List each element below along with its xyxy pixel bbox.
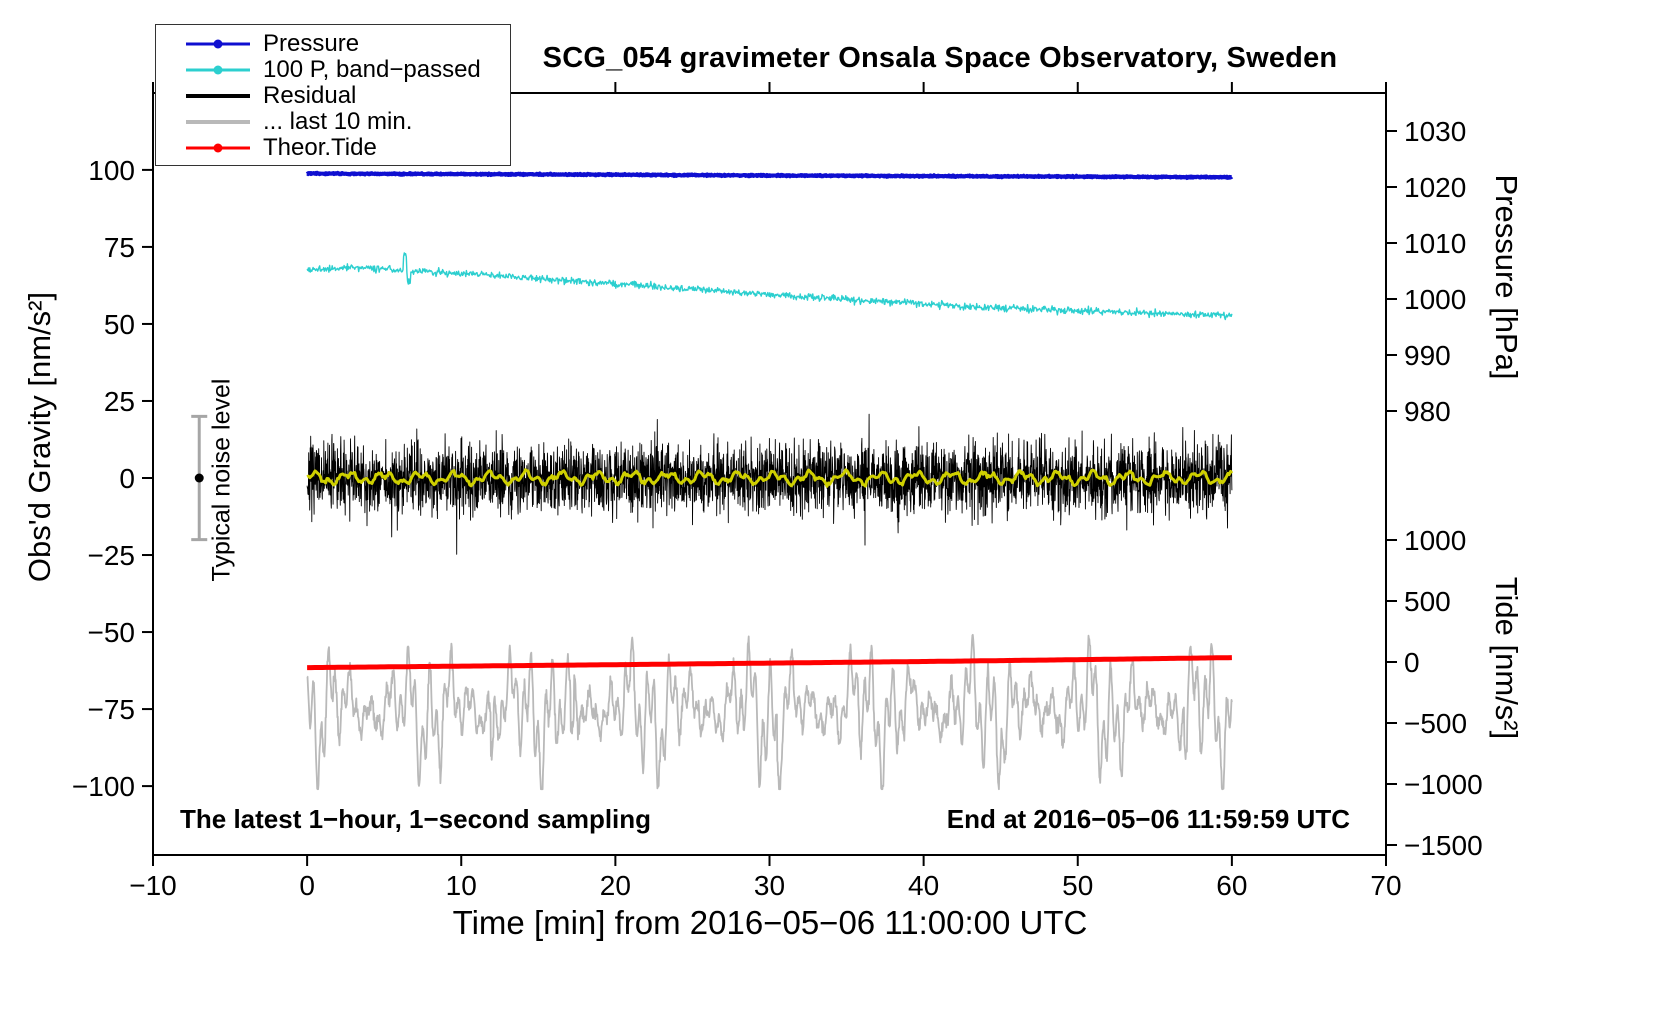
tide-tick-label: −1500 bbox=[1404, 830, 1483, 861]
legend-label-band-passed: 100 P, band−passed bbox=[263, 56, 481, 83]
noise-center-dot bbox=[194, 473, 204, 483]
series-band-passed bbox=[306, 252, 1233, 321]
x-tick-label: 60 bbox=[1216, 870, 1247, 901]
x-tick-label: 50 bbox=[1062, 870, 1093, 901]
y-left-tick-label: −50 bbox=[88, 617, 136, 648]
pressure-tick-label: 1030 bbox=[1404, 116, 1466, 147]
x-tick-label: 0 bbox=[299, 870, 315, 901]
annotation-sampling: The latest 1−hour, 1−second sampling bbox=[180, 804, 652, 834]
y-axis-label-pressure: Pressure [hPa] bbox=[1489, 174, 1524, 380]
noise-level-label: Typical noise level bbox=[207, 378, 236, 582]
legend-item-theor-tide: Theor.Tide bbox=[186, 134, 510, 161]
pressure-tick-label: 1000 bbox=[1404, 284, 1466, 315]
x-tick-label: 30 bbox=[754, 870, 785, 901]
legend-sample-pressure-line-icon bbox=[186, 37, 250, 51]
series-theor-tide bbox=[307, 655, 1232, 671]
x-tick-label: 10 bbox=[446, 870, 477, 901]
pressure-tick-label: 980 bbox=[1404, 396, 1451, 427]
x-tick-label: 40 bbox=[908, 870, 939, 901]
pressure-tick-label: 990 bbox=[1404, 340, 1451, 371]
annotation-end-time: End at 2016−05−06 11:59:59 UTC bbox=[946, 804, 1350, 834]
tide-tick-label: 1000 bbox=[1404, 525, 1466, 556]
series-pressure bbox=[305, 170, 1234, 180]
pressure-tick-label: 1020 bbox=[1404, 172, 1466, 203]
tide-tick-label: −1000 bbox=[1404, 769, 1483, 800]
tide-tick-label: 0 bbox=[1404, 647, 1420, 678]
legend-item-residual: Residual bbox=[186, 82, 510, 109]
legend-label-last10: ... last 10 min. bbox=[263, 108, 413, 135]
legend-sample-residual-line-icon bbox=[186, 89, 250, 103]
legend-label-pressure: Pressure bbox=[263, 30, 360, 57]
y-left-tick-label: 0 bbox=[119, 463, 135, 494]
y-left-tick-label: 75 bbox=[104, 232, 135, 263]
x-axis-label: Time [min] from 2016−05−06 11:00:00 UTC bbox=[452, 904, 1088, 941]
series-residual-smooth bbox=[306, 468, 1234, 488]
legend-item-pressure: Pressure bbox=[186, 30, 510, 57]
legend-label-residual: Residual bbox=[263, 82, 357, 109]
legend-item-last10: ... last 10 min. bbox=[186, 108, 510, 135]
legend-item-band-passed: 100 P, band−passed bbox=[186, 56, 510, 83]
y-left-tick-label: −75 bbox=[88, 694, 136, 725]
legend-label-theor-tide: Theor.Tide bbox=[263, 134, 377, 161]
legend-sample-last10-line-icon bbox=[186, 115, 250, 129]
x-tick-label: −10 bbox=[129, 870, 177, 901]
tide-tick-label: 500 bbox=[1404, 586, 1451, 617]
legend-sample-theor-tide-line-icon bbox=[186, 141, 250, 155]
y-axis-label-gravity: Obs'd Gravity [nm/s²] bbox=[22, 291, 57, 583]
y-axis-label-tide: Tide [nm/s²] bbox=[1489, 576, 1524, 740]
y-left-tick-label: −100 bbox=[72, 771, 135, 802]
x-tick-label: 70 bbox=[1370, 870, 1401, 901]
y-left-tick-label: −25 bbox=[88, 540, 136, 571]
series-last10 bbox=[306, 633, 1233, 791]
y-left-tick-label: 50 bbox=[104, 309, 135, 340]
x-tick-label: 20 bbox=[600, 870, 631, 901]
chart-title: SCG_054 gravimeter Onsala Space Observat… bbox=[542, 42, 1338, 74]
legend-sample-band-passed-line-icon bbox=[186, 63, 250, 77]
tide-tick-label: −500 bbox=[1404, 708, 1467, 739]
y-left-tick-label: 100 bbox=[88, 155, 135, 186]
legend: Pressure 100 P, band−passed Residual ...… bbox=[155, 24, 511, 166]
pressure-tick-label: 1010 bbox=[1404, 228, 1466, 259]
series-residual bbox=[306, 413, 1233, 555]
y-left-tick-label: 25 bbox=[104, 386, 135, 417]
